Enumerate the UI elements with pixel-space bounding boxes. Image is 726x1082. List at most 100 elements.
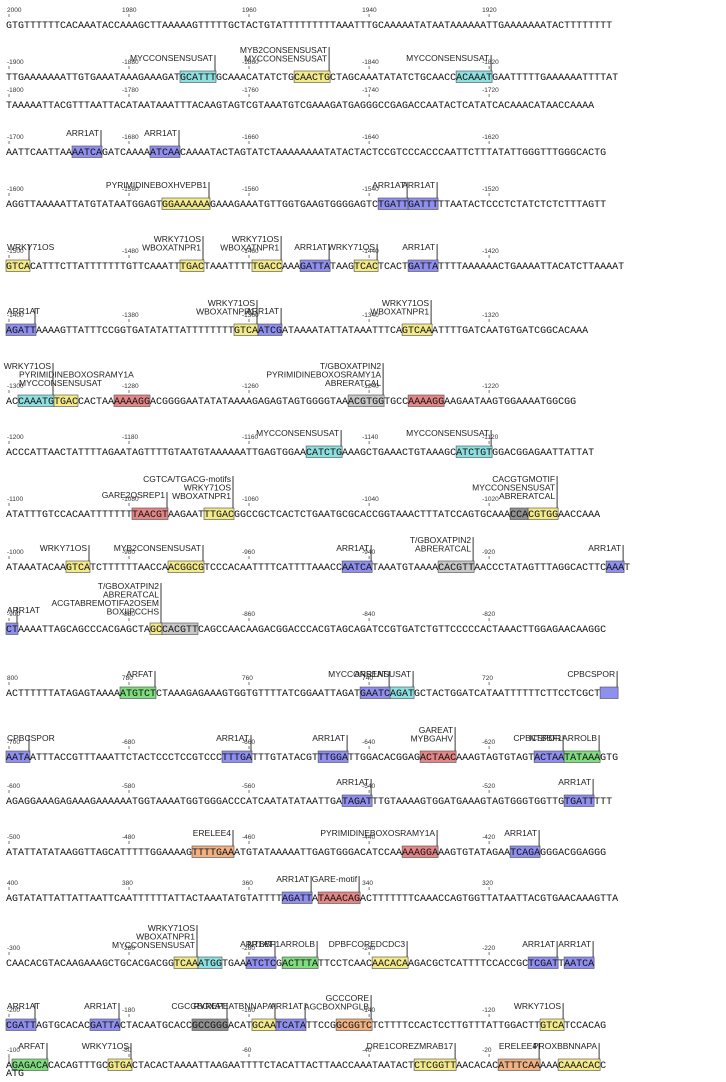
motif-label: ERELEE4 xyxy=(499,1041,538,1051)
position-number: -20 xyxy=(482,1047,492,1054)
sequence-row: TAAAAATTACGTTTAATTACATAATAAATTTACAAGTAGT… xyxy=(6,87,594,112)
position-number: -860 xyxy=(242,611,255,618)
motif-label: ARR1AT xyxy=(336,543,369,553)
motif-box xyxy=(437,560,475,573)
position-number: -460 xyxy=(242,834,255,841)
position-number: -240 xyxy=(362,945,375,952)
sequence-text: TAAAAATTACGTTTAATTACATAATAAATTTACAAGTAGT… xyxy=(6,101,594,112)
motif-label: WBOXATNPR1 xyxy=(136,932,195,942)
position-number: 2000 xyxy=(7,7,22,14)
sequence-text: CAACACGTACAAGAAAGCTGCACGACGGTCAAATGGTGAA… xyxy=(6,959,594,970)
motif-label: NTBBF1ARROLB xyxy=(530,733,598,743)
motif-box xyxy=(65,560,91,573)
motif-label: MYCCONSENSUSAT xyxy=(19,378,102,388)
position-number: -880 xyxy=(122,611,135,618)
motif-label: CACGTGMOTIF xyxy=(492,474,555,484)
position-number: -1100 xyxy=(7,496,24,503)
motif-label: ABRERATCAL xyxy=(499,491,555,501)
position-number: 1980 xyxy=(122,7,137,14)
motif-box xyxy=(257,323,283,336)
position-number: -1320 xyxy=(482,312,499,319)
motif-box xyxy=(119,686,157,699)
motif-label: ARR1AT xyxy=(504,828,537,838)
position-number: -1740 xyxy=(362,87,379,94)
motif-label: WRKY71OS xyxy=(328,242,376,252)
motif-label: ARR1AT xyxy=(276,874,309,884)
motif-label: MYCCONSENSUSAT xyxy=(130,53,213,63)
motif-box xyxy=(191,1018,229,1031)
position-number: -220 xyxy=(482,945,495,952)
sequence-text: AGAGGAAAGAGAAAGAAAAAATGGTAAAATGGTGGGACCC… xyxy=(6,797,612,808)
position-number: -300 xyxy=(7,945,20,952)
position-number: -1600 xyxy=(7,186,24,193)
motif-box xyxy=(221,750,253,763)
motif-box xyxy=(5,323,37,336)
sequence-row: ATG xyxy=(6,1056,24,1080)
position-number: -1440 xyxy=(362,248,379,255)
position-number: -1060 xyxy=(242,496,259,503)
motif-box xyxy=(335,1018,373,1031)
position-number: -1480 xyxy=(122,248,139,255)
motif-label: MYBGAHV xyxy=(411,734,454,744)
position-number: 340 xyxy=(362,880,373,887)
position-number: -700 xyxy=(7,739,20,746)
motif-label: ARR1AT xyxy=(294,242,327,252)
motif-box xyxy=(527,507,559,520)
position-number: -420 xyxy=(482,834,495,841)
motif-box xyxy=(509,845,541,858)
position-number: -100 xyxy=(7,1047,20,1054)
motif-label: ARR1AT xyxy=(240,939,273,949)
motif-label: CPBCSPOR xyxy=(7,733,55,743)
motif-box xyxy=(347,394,385,407)
sequence-text: AATAATTTACCGTTTAAATTCTACTCCCTCCGTCCCTTTG… xyxy=(6,753,618,764)
motif-label: MYCCONSENSUSAT xyxy=(406,53,489,63)
motif-label: ARR1AT xyxy=(312,733,345,743)
motif-label: ARR1AT xyxy=(7,605,40,615)
position-number: -660 xyxy=(242,739,255,746)
position-number: -1800 xyxy=(7,87,24,94)
position-number: -500 xyxy=(7,834,20,841)
motif-label: ARR1AT xyxy=(558,777,591,787)
motif-box xyxy=(5,750,31,763)
sequence-row: GTGTTTTTTCACAAATACCAAAGCTTAAAAAGTTTTTGCT… xyxy=(6,7,612,32)
sequence-row: AGTATATTATTATTAATTCAATTTTTTATTACTAAATATG… xyxy=(6,874,618,905)
position-number: -40 xyxy=(362,1047,372,1054)
position-number: -1780 xyxy=(122,87,139,94)
position-number: -1540 xyxy=(362,186,379,193)
motif-box xyxy=(389,686,415,699)
position-number: 1960 xyxy=(242,7,257,14)
position-number: -180 xyxy=(122,1007,135,1014)
motif-label: NTBBF1ARROLB xyxy=(248,939,316,949)
sequence-row: AGAGACACACAGTTTGCGTGACTACACTAAAATTAAGAAT… xyxy=(6,1041,606,1072)
position-number: -1880 xyxy=(122,59,139,66)
position-number: -680 xyxy=(122,739,135,746)
motif-label: ERELEE4 xyxy=(193,828,232,838)
motif-box xyxy=(71,145,103,158)
motif-label: WRKY71OS xyxy=(232,234,280,244)
sequence-text: CGATTAGTGCACACGATTACTACAATGCACCGCCGGGACA… xyxy=(6,1021,606,1032)
position-number: -1400 xyxy=(7,312,24,319)
motif-label: AGCBOXNPGLB xyxy=(304,1002,370,1012)
motif-label: DRE1COREZMRAB17 xyxy=(367,1041,454,1051)
motif-label: MYCCONSENSUSAT xyxy=(256,428,339,438)
position-number: -280 xyxy=(122,945,135,952)
motif-label: ARR1AT xyxy=(558,939,591,949)
motif-box xyxy=(497,1058,541,1071)
motif-label: WBOXATNPR1 xyxy=(370,307,429,317)
position-number: -1020 xyxy=(482,496,499,503)
position-number: -1860 xyxy=(242,59,259,66)
motif-label: MYB2CONSENSUSAT xyxy=(240,45,327,55)
position-number: -540 xyxy=(362,783,375,790)
sequence-text: GTCACATTTCTTATTTTTTTGTTCAAATTTGACTAAATTT… xyxy=(6,262,624,273)
motif-label: RYREPEATBNNAPA xyxy=(194,1001,274,1011)
position-number: -1720 xyxy=(482,87,499,94)
position-number: -1260 xyxy=(242,383,259,390)
sequence-row: ATATTTGTCCACAATTTTTTTTAACGTAAGAATTTGACGG… xyxy=(6,474,600,521)
sequence-text: ACTTTTTTATAGAGTAAAAATGTCTCTAAAGAGAAAGTGG… xyxy=(6,689,600,700)
position-number: -1640 xyxy=(362,134,379,141)
motif-label: MYCCONSENSUSAT xyxy=(328,669,411,679)
motif-label: ABRERATCAL xyxy=(103,590,159,600)
motif-label: ARR1AT xyxy=(588,543,621,553)
motif-label: ARR1AT xyxy=(246,306,279,316)
